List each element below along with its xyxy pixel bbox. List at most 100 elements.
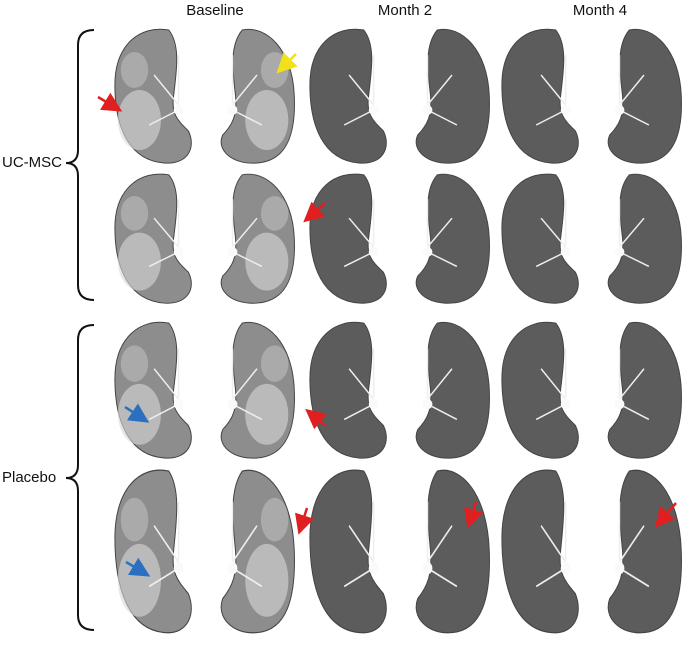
- hilum: [227, 399, 238, 410]
- arrows: [97, 52, 677, 577]
- vessels: [148, 348, 180, 421]
- ct-lung: [415, 173, 490, 304]
- vessels: [535, 501, 567, 588]
- opacity: [245, 232, 289, 291]
- ct-lung: [220, 469, 296, 634]
- ct-lung: [501, 173, 579, 304]
- hilum: [614, 105, 625, 115]
- opacity: [260, 52, 289, 88]
- vessels: [426, 348, 458, 421]
- vessels: [426, 55, 458, 126]
- ct-lung: [114, 28, 192, 164]
- ct-lung: [220, 321, 295, 459]
- hilum: [368, 562, 379, 575]
- opacity: [117, 232, 161, 291]
- hilum: [227, 562, 238, 575]
- hilum: [560, 105, 571, 115]
- ct-panels: [114, 28, 683, 634]
- vessels: [618, 348, 650, 421]
- ct-lung: [309, 469, 387, 634]
- opacity: [260, 345, 289, 382]
- vessels: [618, 198, 650, 268]
- arrow: [125, 557, 151, 577]
- arrow: [464, 501, 484, 529]
- ct-lung: [607, 28, 682, 164]
- vessels: [148, 501, 180, 588]
- hilum: [227, 105, 238, 115]
- vessels: [343, 501, 375, 588]
- arrow: [124, 403, 150, 423]
- vessels: [231, 501, 263, 588]
- hilum: [173, 562, 184, 575]
- ct-lung: [501, 321, 579, 459]
- opacity: [120, 196, 149, 231]
- opacity: [120, 52, 149, 88]
- hilum: [422, 399, 433, 410]
- ct-lung: [501, 28, 579, 164]
- hilum: [173, 399, 184, 410]
- vessels: [343, 348, 375, 421]
- hilum: [614, 247, 625, 257]
- ct-lung: [607, 173, 682, 304]
- column-header: Baseline: [186, 2, 244, 19]
- opacity: [120, 345, 149, 382]
- hilum: [614, 399, 625, 410]
- lung-shape: [501, 469, 579, 634]
- vessels: [231, 348, 263, 421]
- opacity: [245, 383, 289, 445]
- ct-lung: [114, 321, 192, 459]
- vessels: [535, 55, 567, 126]
- vessels: [231, 198, 263, 268]
- ct-lung: [309, 173, 387, 304]
- hilum: [368, 399, 379, 410]
- hilum: [368, 105, 379, 115]
- hilum: [173, 105, 184, 115]
- arrow: [305, 408, 327, 430]
- vessels: [618, 55, 650, 126]
- opacity: [117, 383, 161, 445]
- ct-lung: [114, 469, 192, 634]
- vessels: [535, 348, 567, 421]
- vessels: [618, 501, 650, 588]
- vessels: [148, 55, 180, 126]
- vessels: [231, 55, 263, 126]
- hilum: [422, 105, 433, 115]
- ct-lung: [309, 321, 387, 459]
- ct-lung: [607, 469, 683, 634]
- arrow: [97, 92, 123, 112]
- lung-shape: [501, 321, 579, 459]
- brace: [65, 324, 95, 631]
- hilum: [560, 247, 571, 257]
- ct-lung: [309, 28, 387, 164]
- ct-lung: [501, 469, 579, 634]
- ct-lung: [114, 173, 192, 304]
- hilum: [560, 562, 571, 575]
- lung-shape: [501, 28, 579, 164]
- lung-shape: [309, 321, 387, 459]
- vessels: [426, 501, 458, 588]
- vessels: [343, 198, 375, 268]
- vessels: [343, 55, 375, 126]
- brace: [65, 29, 95, 301]
- arrow: [295, 507, 315, 535]
- ct-lung: [220, 28, 295, 164]
- opacity: [245, 543, 289, 617]
- opacity: [117, 543, 161, 617]
- vessels: [426, 198, 458, 268]
- arrow: [303, 201, 326, 223]
- ct-lung: [415, 28, 490, 164]
- lung-shape: [309, 28, 387, 164]
- hilum: [368, 247, 379, 257]
- ct-lung: [415, 321, 490, 459]
- hilum: [422, 247, 433, 257]
- ct-lung: [607, 321, 682, 459]
- hilum: [173, 247, 184, 257]
- opacity: [260, 196, 289, 231]
- opacity: [120, 497, 149, 542]
- ct-lung: [415, 469, 491, 634]
- hilum: [560, 399, 571, 410]
- opacity: [245, 90, 289, 150]
- column-header: Month 2: [378, 2, 432, 19]
- row-group-label: UC-MSC: [2, 154, 62, 171]
